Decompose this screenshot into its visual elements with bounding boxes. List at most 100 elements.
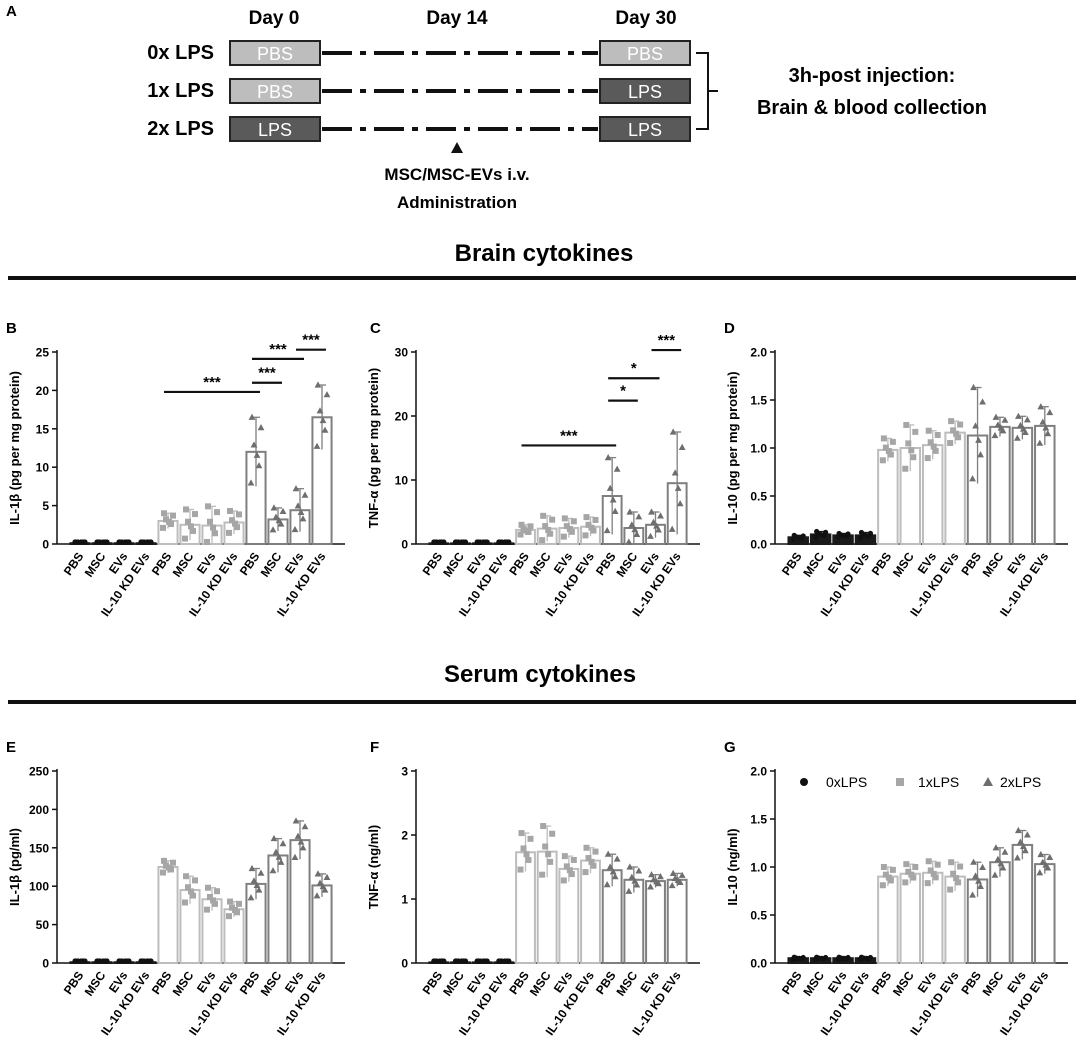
data-point-2x-pbs	[613, 465, 621, 472]
x-tick-label-msc: MSC	[614, 549, 641, 579]
data-point-0x-msc	[462, 539, 469, 545]
significance-label: *	[620, 383, 626, 400]
legend: 0xLPS 1xLPS 2xLPS	[800, 774, 1041, 790]
data-point-2x-evs	[299, 844, 307, 851]
data-point-1x-pbs	[161, 857, 167, 864]
y-axis-label: TNF-α (pg per mg protein)	[366, 368, 381, 528]
data-point-1x-pbs	[517, 866, 524, 873]
data-point-0x-evs	[475, 539, 481, 545]
data-point-2x-il10kd	[314, 870, 322, 877]
data-point-2x-pbs	[250, 441, 258, 448]
chart-panel-g: GIL-10 (ng/ml)0.00.51.01.52.0PBSMSCEVsIL…	[724, 739, 1068, 1038]
data-point-1x-il10kd	[948, 418, 955, 425]
row-2x-day30-text: LPS	[628, 120, 662, 140]
data-point-2x-evs	[297, 838, 305, 845]
bar-1x-il10kd	[580, 859, 601, 964]
x-tick-label-msc: MSC	[890, 549, 917, 579]
data-point-2x-evs	[1016, 421, 1024, 429]
x-tick-label-msc: MSC	[440, 549, 467, 579]
data-point-2x-evs	[1023, 416, 1031, 423]
data-point-2x-il10kd	[313, 442, 321, 449]
data-point-2x-il10kd	[1042, 424, 1050, 431]
data-point-1x-msc	[902, 465, 909, 472]
data-point-1x-pbs	[887, 451, 894, 458]
data-point-1x-pbs	[160, 869, 166, 876]
data-point-1x-msc	[540, 512, 547, 519]
data-point-2x-evs	[650, 518, 657, 525]
data-point-0x-pbs	[78, 539, 84, 545]
data-point-1x-pbs	[166, 864, 172, 871]
data-point-2x-msc	[1001, 416, 1009, 423]
data-point-1x-evs	[930, 870, 937, 877]
significance-label: ***	[560, 427, 578, 444]
data-point-2x-il10kd	[1037, 403, 1045, 410]
data-point-2x-il10kd	[314, 381, 322, 388]
data-point-1x-evs	[560, 877, 567, 884]
data-point-0x-il10kd	[858, 529, 865, 536]
x-tick-label-msc: MSC	[258, 549, 285, 579]
brain-section-title: Brain cytokines	[455, 240, 634, 267]
data-point-1x-pbs	[170, 859, 176, 866]
legend-marker-2xlps	[983, 777, 993, 786]
data-point-1x-evs	[204, 906, 210, 913]
data-point-0x-il10kd	[144, 958, 150, 964]
panel-letter: B	[6, 320, 17, 337]
bar-2x-msc	[989, 425, 1011, 546]
data-point-2x-pbs	[257, 869, 265, 876]
data-point-1x-il10kd	[234, 524, 240, 531]
data-point-2x-pbs	[969, 891, 976, 898]
data-point-2x-msc	[997, 860, 1005, 867]
data-point-0x-evs	[836, 954, 842, 960]
x-tick-label-msc: MSC	[800, 968, 827, 998]
legend-marker-1xlps	[896, 778, 904, 786]
data-point-0x-msc	[814, 954, 820, 960]
bar-1x-pbs	[877, 875, 899, 964]
panel-letter: G	[724, 739, 736, 756]
data-point-1x-msc	[545, 526, 552, 533]
data-point-1x-evs	[214, 509, 220, 516]
y-tick-label: 1.5	[750, 394, 767, 408]
data-point-2x-il10kd	[319, 882, 327, 890]
data-point-0x-msc	[100, 958, 106, 964]
data-point-2x-pbs	[255, 462, 263, 469]
data-point-2x-evs	[647, 532, 654, 539]
data-point-1x-il10kd	[582, 869, 589, 876]
data-point-2x-evs	[301, 823, 309, 830]
x-tick-label-pbs: PBS	[593, 550, 619, 578]
data-point-0x-evs	[122, 539, 128, 545]
data-point-2x-pbs	[609, 496, 617, 503]
data-point-1x-msc	[542, 843, 549, 850]
y-axis-label: TNF-α (ng/ml)	[366, 825, 381, 910]
y-tick-label: 10	[395, 474, 409, 488]
data-point-2x-msc	[625, 538, 633, 545]
y-tick-label: 2.0	[750, 765, 767, 779]
data-point-2x-evs	[648, 871, 655, 878]
data-point-1x-il10kd	[950, 427, 957, 434]
y-tick-label: 30	[395, 346, 409, 360]
data-point-1x-pbs	[523, 851, 530, 858]
data-point-2x-msc	[994, 421, 1002, 428]
data-point-1x-il10kd	[582, 532, 589, 539]
data-point-0x-msc	[95, 539, 101, 545]
data-point-2x-il10kd	[1044, 430, 1052, 437]
x-tick-label-pbs: PBS	[61, 969, 87, 997]
data-point-1x-evs	[925, 427, 932, 434]
data-point-1x-evs	[568, 871, 575, 878]
data-point-1x-pbs	[161, 510, 167, 517]
data-point-2x-pbs	[975, 877, 982, 884]
data-point-2x-pbs	[250, 877, 258, 884]
chart-panel-b: BIL-1β (pg per mg protein)0510152025PBSM…	[6, 320, 345, 619]
data-point-0x-msc	[95, 958, 101, 964]
data-point-2x-evs	[1019, 425, 1027, 432]
data-point-1x-msc	[545, 851, 552, 858]
data-point-1x-pbs	[527, 523, 534, 530]
data-point-1x-evs	[212, 530, 218, 537]
data-point-1x-pbs	[885, 874, 892, 881]
row-1x-day0-box	[229, 78, 321, 104]
row-1x-day30-text: LPS	[628, 82, 662, 102]
y-tick-label: 150	[29, 841, 49, 855]
data-point-2x-evs	[301, 491, 309, 498]
data-point-2x-pbs	[611, 873, 619, 880]
data-point-0x-evs	[484, 958, 490, 964]
data-point-1x-msc	[908, 871, 915, 878]
